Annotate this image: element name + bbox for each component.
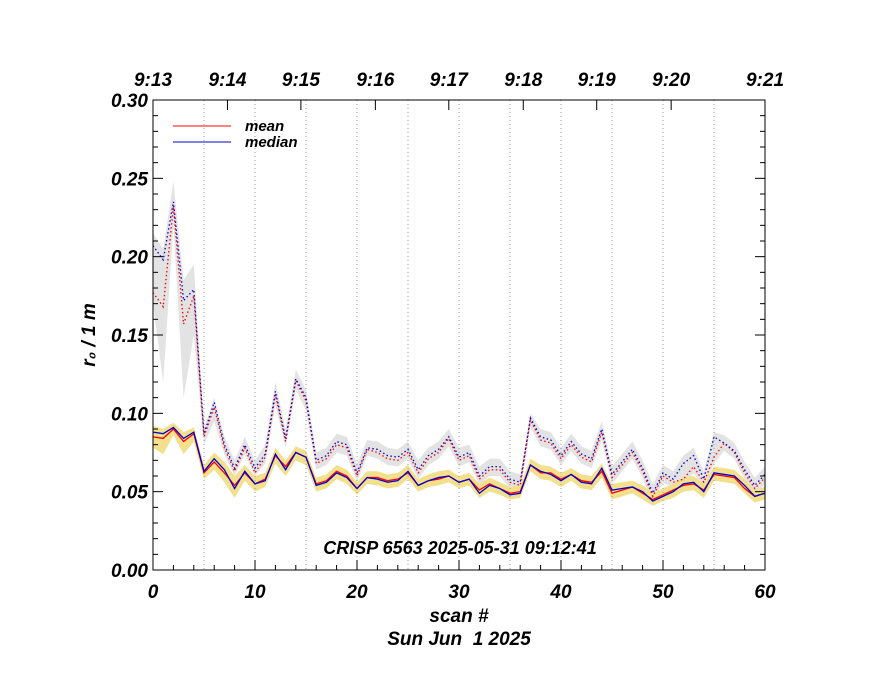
y-tick-label-1: 0.05	[111, 483, 148, 504]
y-tick-label-3: 0.15	[111, 326, 148, 347]
legend-mean-label: mean	[245, 118, 284, 135]
x-axis-label: scan #	[429, 606, 489, 627]
time-label-5: 9:18	[504, 70, 542, 91]
time-label-8: 9:21	[746, 70, 784, 91]
x-tick-label-6: 60	[754, 582, 776, 603]
date-label: Sun Jun 1 2025	[387, 629, 531, 650]
axis-ticks: 0.00 0.05 0.10 0.15 0.20 0.25 0.30 0 10 20 30 40 50 6…	[111, 70, 784, 603]
series-upper-median	[152, 201, 766, 495]
time-label-6: 9:19	[578, 70, 616, 91]
x-tick-label-4: 40	[549, 582, 572, 603]
data-series	[152, 201, 766, 502]
spread-bands	[153, 181, 765, 506]
x-tick-label-2: 20	[345, 582, 368, 603]
y-tick-label-2: 0.10	[111, 404, 148, 425]
y-axis-label: r₀ / 1 m	[79, 303, 100, 367]
instrument-annotation: CRISP 6563 2025-05-31 09:12:41	[323, 538, 597, 558]
y-tick-label-0: 0.00	[111, 561, 148, 582]
band-1	[153, 422, 765, 506]
y-tick-label-6: 0.30	[111, 91, 148, 112]
time-label-2: 9:15	[282, 70, 320, 91]
legend-median-label: median	[245, 134, 298, 151]
time-label-3: 9:16	[356, 70, 394, 91]
y-tick-label-4: 0.20	[111, 248, 148, 269]
time-label-7: 9:20	[652, 70, 690, 91]
x-tick-label-3: 30	[448, 582, 470, 603]
time-label-1: 9:14	[208, 70, 246, 91]
series-median	[152, 426, 766, 502]
x-tick-label-1: 10	[244, 582, 266, 603]
legend: mean median	[173, 118, 298, 151]
x-tick-label-5: 50	[652, 582, 674, 603]
band-0	[153, 181, 765, 503]
time-label-0: 9:13	[134, 70, 172, 91]
vertical-gridlines	[203, 100, 715, 570]
y-tick-label-5: 0.25	[111, 169, 148, 190]
time-label-4: 9:17	[430, 70, 469, 91]
x-tick-label-0: 0	[148, 582, 159, 603]
plot-frame	[152, 99, 766, 571]
